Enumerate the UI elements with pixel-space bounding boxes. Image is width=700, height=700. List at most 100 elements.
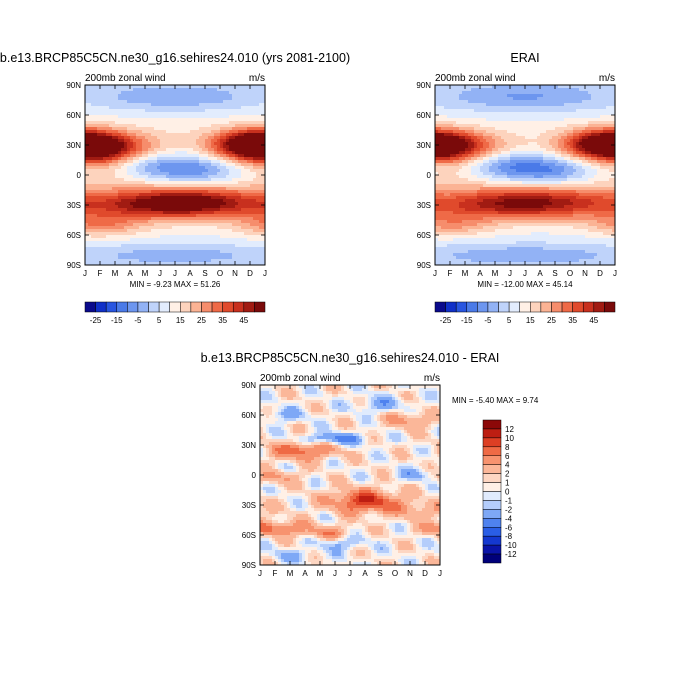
heatmap-cell <box>447 121 451 125</box>
heatmap-cell <box>253 253 257 257</box>
heatmap-cell <box>166 247 170 251</box>
heatmap-cell <box>250 238 254 242</box>
heatmap-cell <box>175 88 179 92</box>
heatmap-cell <box>612 127 616 131</box>
heatmap-cell <box>151 253 155 257</box>
heatmap-cell <box>187 214 191 218</box>
heatmap-cell <box>145 190 149 194</box>
heatmap-cell <box>166 127 170 131</box>
heatmap-cell <box>133 253 137 257</box>
heatmap-cell <box>184 232 188 236</box>
heatmap-cell <box>570 133 574 137</box>
heatmap-cell <box>124 226 128 230</box>
heatmap-cell <box>205 232 209 236</box>
heatmap-cell <box>175 91 179 95</box>
heatmap-cell <box>184 148 188 152</box>
heatmap-cell <box>573 103 577 107</box>
heatmap-cell <box>567 142 571 146</box>
heatmap-cell <box>139 232 143 236</box>
heatmap-cell <box>597 115 601 119</box>
heatmap-cell <box>130 148 134 152</box>
heatmap-cell <box>211 211 215 215</box>
heatmap-cell <box>196 91 200 95</box>
heatmap-cell <box>600 100 604 104</box>
heatmap-cell <box>148 91 152 95</box>
heatmap-cell <box>507 94 511 98</box>
heatmap-cell <box>528 97 532 101</box>
heatmap-cell <box>238 253 242 257</box>
heatmap-cell <box>154 214 158 218</box>
heatmap-cell <box>208 220 212 224</box>
heatmap-cell <box>211 166 215 170</box>
heatmap-cell <box>486 112 490 116</box>
heatmap-cell <box>253 133 257 137</box>
heatmap-cell <box>250 178 254 182</box>
heatmap-cell <box>151 154 155 158</box>
heatmap-cell <box>187 184 191 188</box>
heatmap-cell <box>112 229 116 233</box>
heatmap-cell <box>468 94 472 98</box>
heatmap-cell <box>106 151 110 155</box>
heatmap-cell <box>193 94 197 98</box>
heatmap-cell <box>115 145 119 149</box>
heatmap-cell <box>139 238 143 242</box>
heatmap-cell <box>241 133 245 137</box>
heatmap-cell <box>208 94 212 98</box>
heatmap-cell <box>262 196 266 200</box>
heatmap-cell <box>115 130 119 134</box>
heatmap-cell <box>528 139 532 143</box>
heatmap-cell <box>181 160 185 164</box>
heatmap-cell <box>187 175 191 179</box>
heatmap-cell <box>223 157 227 161</box>
heatmap-cell <box>253 190 257 194</box>
heatmap-cell <box>169 241 173 245</box>
heatmap-cell <box>223 106 227 110</box>
heatmap-cell <box>190 178 194 182</box>
heatmap-cell <box>181 247 185 251</box>
heatmap-cell <box>444 118 448 122</box>
heatmap-cell <box>232 262 236 266</box>
heatmap-cell <box>199 163 203 167</box>
heatmap-cell <box>151 136 155 140</box>
heatmap-cell <box>214 256 218 260</box>
heatmap-cell <box>579 112 583 116</box>
heatmap-cell <box>118 127 122 131</box>
heatmap-cell <box>591 91 595 95</box>
heatmap-cell <box>154 157 158 161</box>
heatmap-cell <box>91 175 95 179</box>
heatmap-cell <box>154 211 158 215</box>
heatmap-cell <box>543 112 547 116</box>
heatmap-cell <box>196 181 200 185</box>
heatmap-cell <box>181 226 185 230</box>
heatmap-cell <box>112 136 116 140</box>
heatmap-cell <box>588 106 592 110</box>
heatmap-cell <box>127 208 131 212</box>
heatmap-cell <box>142 226 146 230</box>
heatmap-cell <box>220 253 224 257</box>
heatmap-cell <box>142 160 146 164</box>
heatmap-cell <box>94 193 98 197</box>
heatmap-cell <box>262 115 266 119</box>
heatmap-cell <box>172 130 176 134</box>
heatmap-cell <box>483 139 487 143</box>
heatmap-cell <box>166 97 170 101</box>
heatmap-cell <box>217 172 221 176</box>
heatmap-cell <box>597 85 601 89</box>
heatmap-cell <box>244 208 248 212</box>
heatmap-cell <box>570 115 574 119</box>
heatmap-cell <box>229 151 233 155</box>
heatmap-cell <box>100 193 104 197</box>
heatmap-cell <box>226 250 230 254</box>
heatmap-cell <box>435 133 439 137</box>
heatmap-cell <box>184 187 188 191</box>
heatmap-cell <box>145 193 149 197</box>
heatmap-cell <box>229 175 233 179</box>
heatmap-cell <box>579 106 583 110</box>
heatmap-cell <box>253 163 257 167</box>
heatmap-cell <box>193 253 197 257</box>
heatmap-cell <box>483 130 487 134</box>
heatmap-cell <box>106 148 110 152</box>
heatmap-cell <box>127 142 131 146</box>
heatmap-cell <box>199 178 203 182</box>
heatmap-cell <box>127 184 131 188</box>
